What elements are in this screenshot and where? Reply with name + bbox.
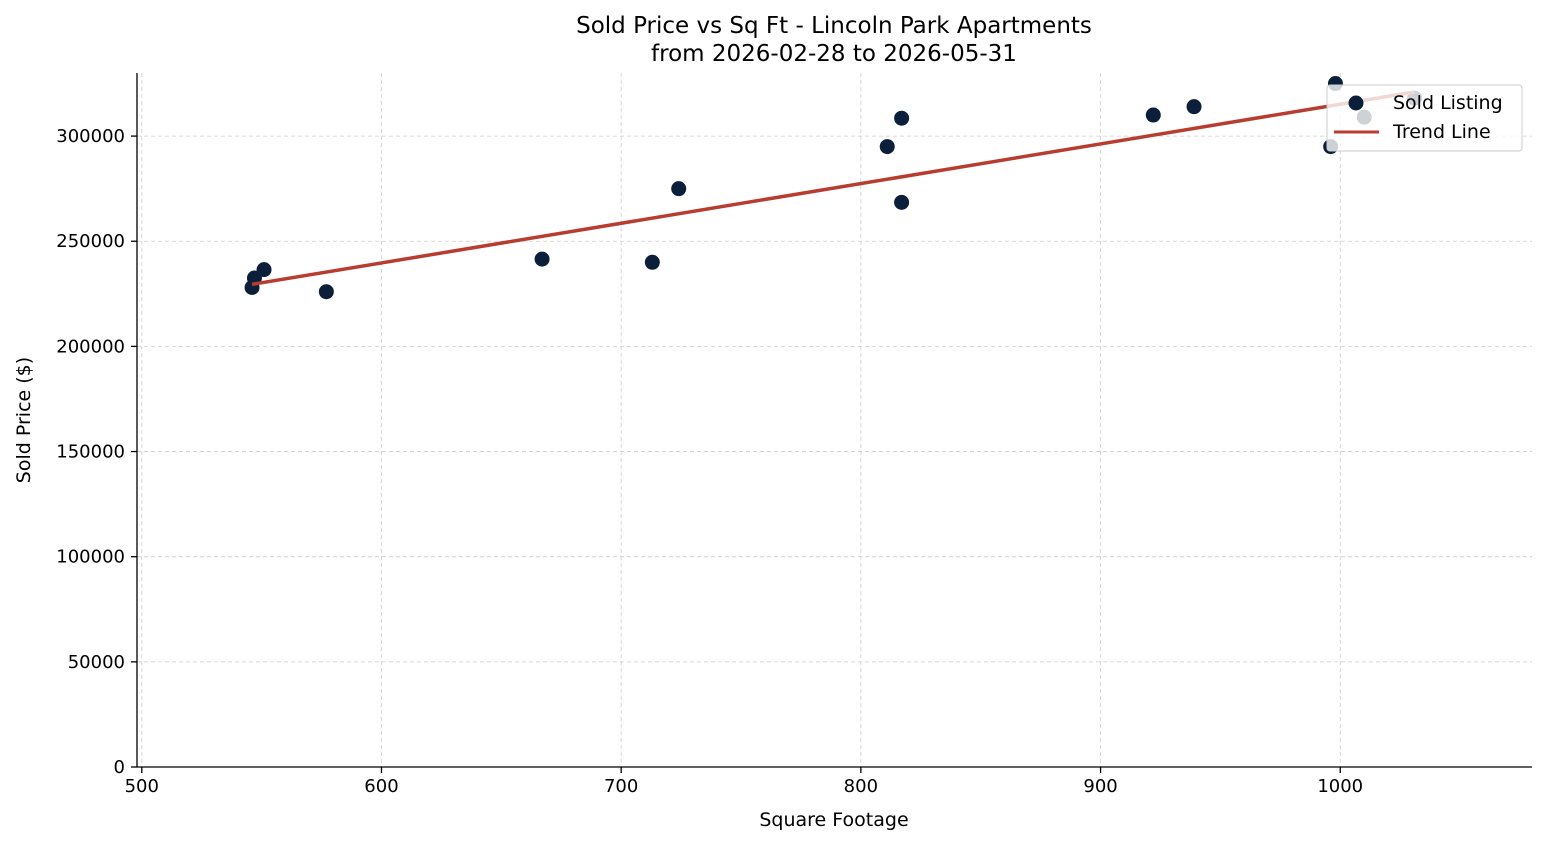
y-tick-label: 200000 xyxy=(56,336,125,357)
data-point xyxy=(318,284,334,300)
chart-title: Sold Price vs Sq Ft - Lincoln Park Apart… xyxy=(576,13,1092,39)
legend-marker-sold-listing xyxy=(1348,95,1364,111)
x-tick-label: 800 xyxy=(844,776,878,797)
data-point xyxy=(879,139,895,155)
y-tick-label: 300000 xyxy=(56,126,125,147)
data-point xyxy=(644,254,660,270)
y-tick-label: 250000 xyxy=(56,231,125,252)
y-axis-ticks: 0 50000 100000 150000 200000 250000 300000 xyxy=(56,126,137,778)
data-point xyxy=(894,110,910,126)
trend-line xyxy=(251,90,1415,287)
x-axis-label: Square Footage xyxy=(759,809,908,831)
data-point xyxy=(894,194,910,210)
data-point xyxy=(256,262,272,278)
legend-box xyxy=(1326,84,1523,152)
data-point xyxy=(1145,107,1161,123)
y-axis-label: Sold Price ($) xyxy=(13,357,35,483)
legend-label-trend-line: Trend Line xyxy=(1392,121,1491,143)
chart-subtitle: from 2026-02-28 to 2026-05-31 xyxy=(651,41,1017,67)
x-tick-label: 600 xyxy=(364,776,398,797)
y-tick-label: 150000 xyxy=(56,442,125,463)
legend: Sold Listing Trend Line xyxy=(1326,84,1523,152)
grid-lines xyxy=(137,73,1532,768)
y-tick-label: 50000 xyxy=(68,652,125,673)
y-tick-label: 0 xyxy=(114,757,125,778)
x-tick-label: 1000 xyxy=(1317,776,1363,797)
data-point xyxy=(671,181,687,197)
plot-area xyxy=(244,76,1423,300)
x-tick-label: 500 xyxy=(125,776,159,797)
data-point xyxy=(1186,99,1202,115)
y-tick-label: 100000 xyxy=(56,547,125,568)
x-tick-label: 700 xyxy=(604,776,638,797)
x-tick-label: 900 xyxy=(1083,776,1117,797)
legend-label-sold-listing: Sold Listing xyxy=(1393,92,1503,114)
data-point xyxy=(534,251,550,267)
x-axis-ticks: 500 600 700 800 900 1000 xyxy=(125,767,1363,797)
